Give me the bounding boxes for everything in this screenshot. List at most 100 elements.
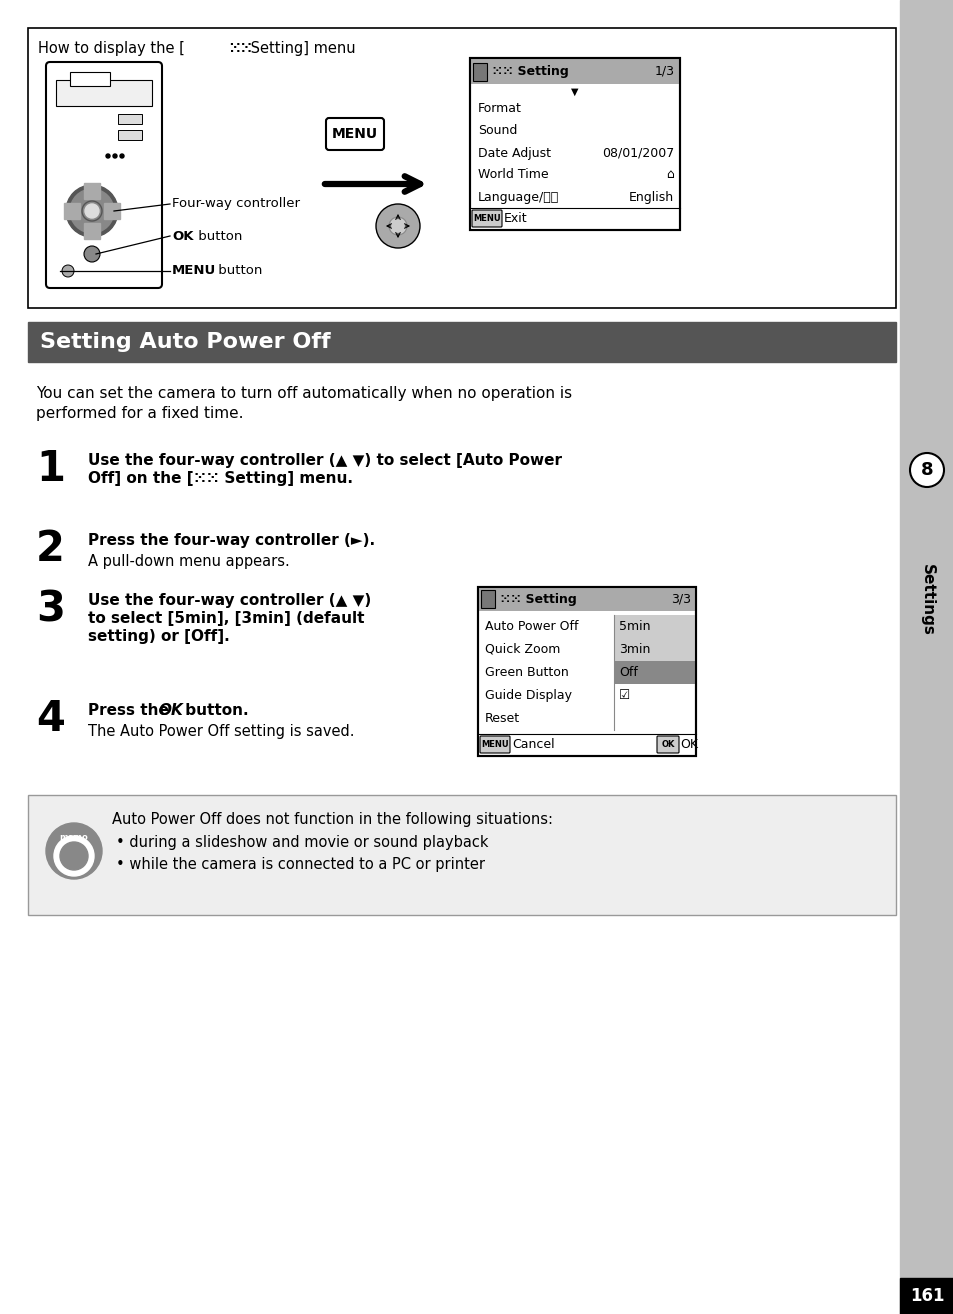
Text: ⁙⁙ Setting: ⁙⁙ Setting [492,64,568,78]
Text: OK: OK [172,230,193,243]
FancyBboxPatch shape [326,118,384,150]
FancyBboxPatch shape [479,736,510,753]
Bar [480,590,495,608]
Bar [70,72,110,85]
Text: MENU: MENU [332,127,377,141]
Circle shape [120,154,124,158]
Text: Press the four-way controller (►).: Press the four-way controller (►). [88,533,375,548]
Text: Sound: Sound [477,125,517,138]
Text: 1/3: 1/3 [655,64,675,78]
Bar [84,223,100,239]
Text: 3min: 3min [618,643,650,656]
Text: Cancel: Cancel [512,738,554,752]
Text: You can set the camera to turn off automatically when no operation is: You can set the camera to turn off autom… [36,386,572,401]
Circle shape [62,265,74,277]
Text: 8: 8 [920,461,932,480]
Bar [28,28,895,307]
Circle shape [112,154,117,158]
Text: Exit: Exit [503,212,527,225]
Bar [84,183,100,198]
Text: Quick Zoom: Quick Zoom [484,643,559,656]
Text: MENU: MENU [480,740,508,749]
Text: English: English [628,191,673,204]
Bar [614,639,696,661]
Text: • during a slideshow and movie or sound playback: • during a slideshow and movie or sound … [116,834,488,850]
Circle shape [106,154,110,158]
Bar [614,615,696,639]
Text: Reset: Reset [484,712,519,725]
Text: • while the camera is connected to a PC or printer: • while the camera is connected to a PC … [116,857,484,872]
Bar [614,661,696,685]
Bar [56,80,152,106]
Circle shape [85,204,99,218]
Text: setting) or [Off].: setting) or [Off]. [88,629,230,644]
FancyBboxPatch shape [472,210,501,227]
Text: memo: memo [59,833,89,841]
Circle shape [389,217,407,235]
Circle shape [54,836,94,876]
Text: OK: OK [660,740,674,749]
Bar [473,63,486,81]
Text: Setting] menu: Setting] menu [246,41,355,55]
Circle shape [84,246,100,261]
Text: 3/3: 3/3 [670,593,690,606]
Text: 08/01/2007: 08/01/2007 [601,146,673,159]
Text: 3: 3 [36,587,65,629]
Text: Auto Power Off: Auto Power Off [484,620,578,633]
Text: Use the four-way controller (▲ ▼): Use the four-way controller (▲ ▼) [88,593,371,608]
Text: ☑: ☑ [618,689,630,702]
Circle shape [375,204,419,248]
Text: Format: Format [477,102,521,116]
Bar [64,202,80,219]
Text: Language/言語: Language/言語 [477,191,558,204]
Bar [477,587,696,756]
Text: button: button [193,230,242,243]
Text: ⌂: ⌂ [665,168,673,181]
Text: 5min: 5min [618,620,650,633]
Bar [104,202,120,219]
Bar [118,130,142,141]
Circle shape [70,189,113,233]
Text: ⁙⁙: ⁙⁙ [228,41,253,55]
Text: performed for a fixed time.: performed for a fixed time. [36,406,243,420]
Text: Off: Off [618,666,638,679]
Bar [28,795,895,915]
Text: OK: OK [158,703,183,717]
Bar [470,58,679,84]
Text: Off] on the [⁙⁙ Setting] menu.: Off] on the [⁙⁙ Setting] menu. [88,470,353,486]
Text: ▼: ▼ [571,87,578,97]
Text: button.: button. [180,703,249,717]
Text: Setting Auto Power Off: Setting Auto Power Off [40,332,331,352]
Text: Auto Power Off does not function in the following situations:: Auto Power Off does not function in the … [112,812,553,827]
Text: button: button [213,264,262,277]
Text: Use the four-way controller (▲ ▼) to select [Auto Power: Use the four-way controller (▲ ▼) to sel… [88,453,561,468]
Text: ⁙⁙ Setting: ⁙⁙ Setting [499,593,577,606]
Bar [28,322,895,361]
Bar [477,587,696,611]
Text: Green Button: Green Button [484,666,568,679]
Bar [899,1279,953,1314]
Text: to select [5min], [3min] (default: to select [5min], [3min] (default [88,611,364,625]
Text: 2: 2 [36,528,65,570]
Text: MENU: MENU [473,214,500,223]
Text: 4: 4 [36,698,65,740]
FancyBboxPatch shape [657,736,679,753]
Circle shape [909,453,943,487]
Text: The Auto Power Off setting is saved.: The Auto Power Off setting is saved. [88,724,355,738]
Text: A pull-down menu appears.: A pull-down menu appears. [88,555,290,569]
Text: Press the: Press the [88,703,174,717]
Text: 161: 161 [909,1286,943,1305]
Text: MENU: MENU [172,264,216,277]
Text: Settings: Settings [919,564,934,636]
Bar [477,587,696,756]
FancyBboxPatch shape [46,62,162,288]
Circle shape [66,185,118,237]
Text: 1: 1 [36,448,65,490]
Text: OK: OK [679,738,698,752]
Circle shape [60,842,88,870]
Bar [118,114,142,124]
Bar [470,58,679,230]
Text: Four-way controller: Four-way controller [172,197,299,210]
Bar [470,58,679,230]
Bar [899,0,953,1314]
